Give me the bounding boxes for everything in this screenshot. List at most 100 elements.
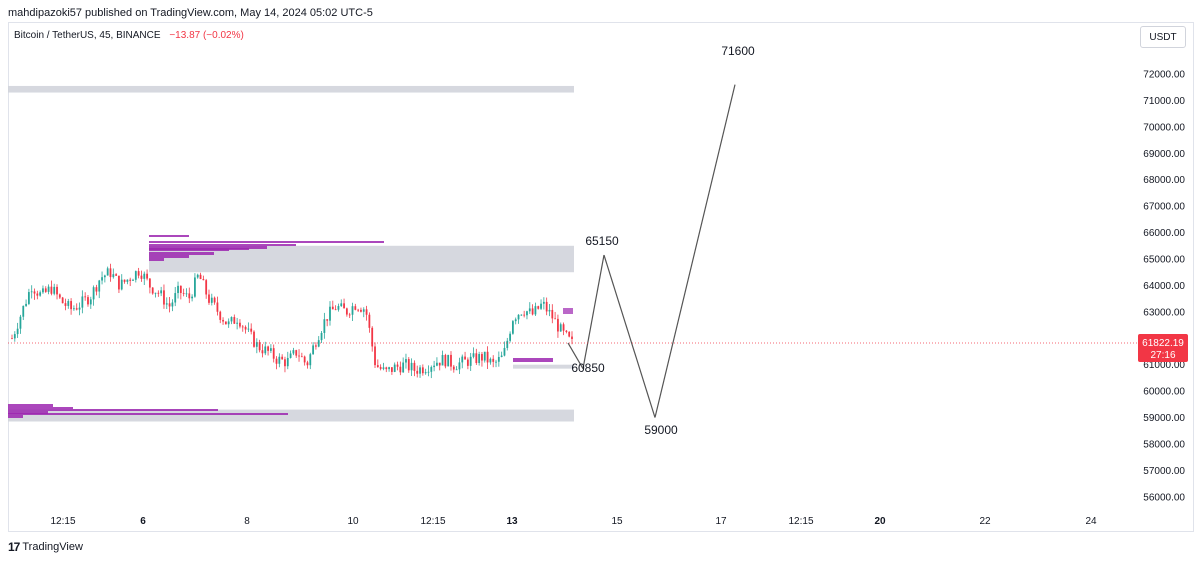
- candle-body: [514, 319, 517, 322]
- candle-body: [106, 268, 109, 276]
- candle-body: [427, 371, 430, 373]
- candle-body: [450, 354, 452, 367]
- candle-body: [452, 366, 455, 370]
- candle-body: [160, 290, 163, 294]
- candle-body: [436, 362, 438, 366]
- candle-body: [250, 328, 253, 332]
- candle-body: [188, 293, 191, 299]
- candle-body: [512, 321, 514, 334]
- candle-body: [503, 347, 506, 356]
- candle-body: [101, 277, 103, 281]
- candle-body: [568, 331, 571, 337]
- candle-body: [433, 365, 436, 368]
- candle-body: [424, 372, 427, 374]
- price-tick-label: 60000.00: [1143, 387, 1185, 398]
- projection-label: 60850: [571, 361, 605, 375]
- zones-layer: [8, 85, 574, 422]
- time-axis: 12:15 6 8 10 12:15 13 15 17 12:15 20 22 24: [50, 516, 1097, 527]
- candle-body: [405, 359, 407, 363]
- price-tick-label: 59000.00: [1143, 413, 1185, 424]
- candle-body: [255, 342, 258, 347]
- candle-body: [562, 324, 565, 331]
- candle-body: [382, 367, 385, 369]
- candle-body: [67, 301, 70, 306]
- candle-body: [469, 356, 472, 366]
- candle-body: [500, 355, 503, 358]
- candle-body: [109, 268, 112, 278]
- candle-body: [132, 279, 134, 281]
- candle-body: [286, 357, 289, 367]
- candle-body: [300, 356, 303, 358]
- candle-body: [309, 354, 312, 366]
- candle-body: [89, 299, 92, 305]
- candle-body: [50, 286, 53, 294]
- candle-body: [11, 338, 13, 340]
- candle-body: [548, 309, 551, 312]
- candle-body: [222, 319, 224, 322]
- tradingview-logo[interactable]: 17 TradingView: [8, 540, 83, 554]
- candle-body: [19, 316, 22, 329]
- publisher-caption: mahdipazoki57 published on TradingView.c…: [8, 7, 373, 19]
- candle-body: [154, 292, 157, 294]
- candle-body: [360, 309, 362, 312]
- volume-profile-bar: [8, 409, 218, 411]
- candle-body: [95, 287, 98, 292]
- candle-body: [444, 354, 447, 367]
- volume-profile-bar: [8, 411, 48, 414]
- price-tick-label: 66000.00: [1143, 228, 1185, 239]
- candle-body: [331, 306, 334, 310]
- projection-segment: [582, 254, 605, 369]
- candle-body: [483, 351, 486, 361]
- candle-body: [278, 356, 281, 364]
- candle-body: [421, 367, 424, 374]
- candle-body: [61, 297, 64, 304]
- candle-body: [345, 308, 348, 315]
- candle-body: [78, 307, 81, 310]
- candle-body: [472, 353, 475, 357]
- candle-body: [343, 303, 345, 309]
- candle-body: [526, 311, 528, 316]
- candle-body: [261, 350, 264, 354]
- candle-body: [236, 322, 239, 324]
- projection-label: 65150: [585, 234, 619, 248]
- price-tick-label: 67000.00: [1143, 202, 1185, 213]
- candle-body: [362, 309, 365, 312]
- volume-profile-bar: [563, 308, 573, 314]
- time-tick-label: 20: [874, 516, 886, 527]
- symbol-legend[interactable]: Bitcoin / TetherUS, 45, BINANCE −13.87 (…: [14, 30, 244, 41]
- projection-segment: [654, 84, 736, 418]
- volume-profile-bar: [149, 246, 267, 249]
- candle-body: [165, 303, 168, 305]
- candle-body: [393, 364, 396, 372]
- candle-body: [399, 366, 402, 373]
- tv-logo-icon: 17: [8, 540, 20, 554]
- candle-body: [497, 357, 500, 362]
- candle-body: [509, 333, 511, 341]
- candle-body: [390, 367, 393, 372]
- candle-body: [115, 274, 118, 276]
- candle-body: [196, 274, 199, 278]
- symbol-name: Bitcoin / TetherUS, 45, BINANCE: [14, 30, 161, 41]
- currency-button[interactable]: USDT: [1140, 26, 1186, 48]
- candle-body: [210, 297, 213, 303]
- current-price-label: 61822.19: [1142, 338, 1184, 349]
- candle-body: [368, 314, 371, 328]
- candle-body: [213, 297, 216, 303]
- candle-body: [81, 296, 84, 308]
- candle-body: [120, 279, 123, 290]
- candle-body: [103, 275, 106, 278]
- volume-profile-bar: [149, 241, 384, 243]
- candle-body: [289, 353, 292, 358]
- candle-body: [233, 317, 236, 324]
- volume-profile-bar: [149, 255, 189, 258]
- candle-body: [143, 273, 146, 279]
- candle-body: [179, 285, 182, 293]
- projection-label: 71600: [721, 44, 755, 58]
- candle-body: [312, 345, 315, 355]
- candle-body: [326, 319, 329, 321]
- time-tick-label: 13: [506, 516, 518, 527]
- volume-profile-bar: [8, 404, 53, 407]
- candle-body: [416, 370, 419, 374]
